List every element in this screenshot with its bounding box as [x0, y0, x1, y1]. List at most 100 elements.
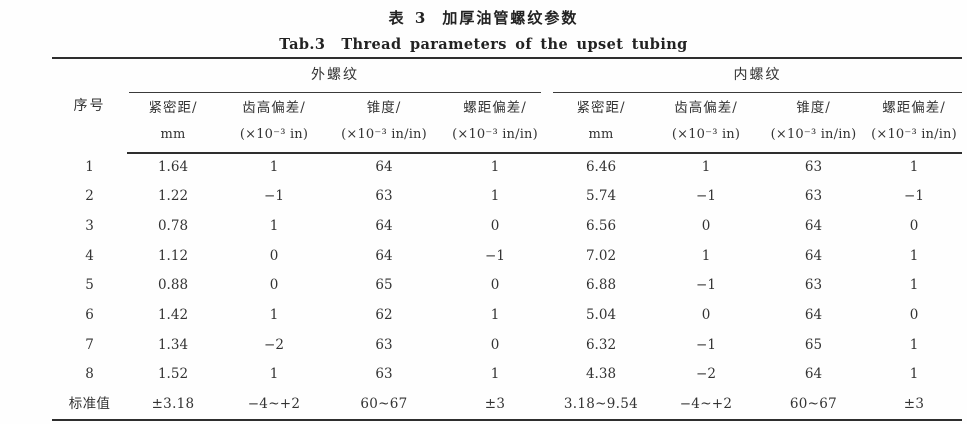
value-cell: 3.18~9.54 — [563, 395, 639, 412]
value-cell: −1 — [696, 336, 716, 353]
value-cell: ±3.18 — [151, 395, 195, 412]
row-index-cell: 6 — [85, 307, 94, 324]
column-unit: (×10⁻³ in/in) — [871, 126, 957, 142]
value-cell: 64 — [375, 217, 393, 234]
column-unit: (×10⁻³ in) — [239, 126, 309, 142]
table-body: 1 1.64 1 64 1 6.46 1 63 1 2 1.22 −1 63 1 5.74 −1 63 −1 3 0.… — [52, 153, 962, 420]
column-header-0: 紧密距/mm — [127, 93, 219, 154]
value-cell: 1 — [269, 366, 279, 383]
group-header-row: 序号 外螺纹 内螺纹 — [52, 58, 962, 113]
column-header-3: 螺距偏差/ (×10⁻³ in/in) — [439, 93, 551, 154]
column-name: 紧密距/ — [576, 100, 626, 116]
column-unit: (×10⁻³ in/in) — [341, 126, 427, 142]
value-cell: 63 — [375, 366, 393, 383]
table-titles: 表 3 加厚油管螺纹参数 Tab.3 Thread parameters of th… — [0, 0, 967, 53]
table-row: 3 0.78 1 64 0 6.56 0 64 0 — [52, 212, 962, 242]
table-number-cn: 表 3 — [388, 9, 429, 27]
value-cell: 64 — [375, 159, 393, 176]
value-cell: 0 — [490, 217, 500, 234]
value-cell: 1 — [909, 366, 919, 383]
value-cell: 1 — [490, 307, 500, 324]
column-group-internal-thread: 内螺纹 — [551, 58, 962, 93]
column-unit: (×10⁻³ in/in) — [770, 126, 857, 142]
value-cell: −4~+2 — [247, 395, 301, 412]
column-group-external-thread: 外螺纹 — [127, 58, 551, 93]
row-index-cell: 3 — [85, 217, 94, 234]
value-cell: 0 — [269, 247, 279, 264]
value-cell: 0 — [701, 307, 711, 324]
value-cell: 63 — [804, 277, 823, 294]
column-name: 锥度/ — [796, 100, 831, 116]
value-cell: 65 — [375, 277, 393, 294]
value-cell: 60~67 — [789, 395, 838, 412]
group-label-internal: 内螺纹 — [553, 59, 962, 93]
value-cell: 1 — [490, 366, 500, 383]
value-cell: 0.78 — [157, 217, 189, 234]
column-unit: (×10⁻³ in/in) — [452, 126, 538, 142]
thread-parameters-table: 序号 外螺纹 内螺纹 紧密距/mm 齿高偏差/ (×10⁻³ in) 锥度/ (×10⁻… — [52, 57, 962, 421]
column-header-4: 紧密距/mm — [551, 93, 651, 154]
value-cell: −2 — [696, 366, 716, 383]
value-cell: 5.04 — [585, 307, 617, 324]
value-cell: 7.02 — [585, 247, 617, 264]
group-label-external: 外螺纹 — [129, 59, 541, 93]
value-cell: 1.52 — [157, 366, 189, 383]
value-cell: 4.38 — [585, 366, 617, 383]
value-cell: 0 — [909, 307, 919, 324]
column-name: 锥度/ — [366, 100, 402, 116]
value-cell: 5.74 — [585, 188, 617, 205]
value-cell: 64 — [804, 307, 823, 324]
table-title-cn-text: 加厚油管螺纹参数 — [442, 9, 579, 27]
row-index-cell: 4 — [85, 247, 94, 264]
column-unit: mm — [588, 126, 614, 142]
value-cell: 6.56 — [585, 217, 617, 234]
value-cell: 1.42 — [157, 307, 189, 324]
value-cell: 1 — [269, 217, 279, 234]
value-cell: 6.46 — [585, 159, 617, 176]
value-cell: 63 — [375, 336, 393, 353]
value-cell: 0.88 — [157, 277, 189, 294]
value-cell: 1 — [909, 277, 919, 294]
table-row: 标准值 ±3.18 −4~+2 60~67 ±3 3.18~9.54 −4~+2 60~67 ±… — [52, 390, 962, 420]
row-index-cell: 1 — [85, 158, 94, 175]
row-index-cell: 标准值 — [68, 395, 111, 412]
table-row: 6 1.42 1 62 1 5.04 0 64 0 — [52, 301, 962, 331]
value-cell: 6.88 — [585, 277, 617, 294]
value-cell: 1 — [701, 159, 711, 176]
value-cell: −4~+2 — [679, 395, 733, 412]
column-unit: (×10⁻³ in) — [671, 126, 741, 142]
data-table-wrap: 序号 外螺纹 内螺纹 紧密距/mm 齿高偏差/ (×10⁻³ in) 锥度/ (×10⁻… — [52, 57, 962, 421]
value-cell: 63 — [804, 159, 823, 176]
column-header-6: 锥度/ (×10⁻³ in/in) — [761, 93, 866, 154]
value-cell: −1 — [696, 188, 716, 205]
value-cell: 1 — [909, 159, 919, 176]
row-index-cell: 8 — [85, 366, 94, 383]
column-name: 紧密距/ — [148, 100, 198, 116]
row-index-cell: 7 — [85, 336, 94, 353]
value-cell: 63 — [375, 188, 393, 205]
row-index-cell: 2 — [85, 188, 94, 205]
value-cell: 1 — [269, 307, 279, 324]
value-cell: 1 — [490, 188, 500, 205]
column-name: 齿高偏差/ — [242, 100, 306, 116]
value-cell: 0 — [490, 336, 500, 353]
table-row: 1 1.64 1 64 1 6.46 1 63 1 — [52, 153, 962, 183]
value-cell: 6.32 — [585, 336, 617, 353]
value-cell: 60~67 — [360, 395, 408, 412]
table-row: 4 1.12 0 64 −1 7.02 1 64 1 — [52, 242, 962, 272]
value-cell: 1 — [701, 247, 711, 264]
sub-header-row: 紧密距/mm 齿高偏差/(×10⁻³ in) 锥度/(×10⁻³ in/in) 螺距偏… — [52, 93, 962, 154]
value-cell: 0 — [701, 217, 711, 234]
value-cell: 1.64 — [157, 159, 189, 176]
value-cell: −2 — [264, 336, 284, 353]
value-cell: −1 — [264, 188, 284, 205]
value-cell: 1.22 — [157, 188, 189, 205]
value-cell: 1.34 — [157, 336, 189, 353]
row-index-cell: 5 — [85, 277, 94, 294]
table-row: 7 1.34 −2 63 0 6.32 −1 65 1 — [52, 331, 962, 361]
value-cell: ±3 — [903, 395, 925, 412]
table-number-en: Tab.3 — [279, 36, 326, 53]
column-header-sequence: 序号 — [73, 97, 106, 114]
table-row: 2 1.22 −1 63 1 5.74 −1 63 −1 — [52, 182, 962, 212]
